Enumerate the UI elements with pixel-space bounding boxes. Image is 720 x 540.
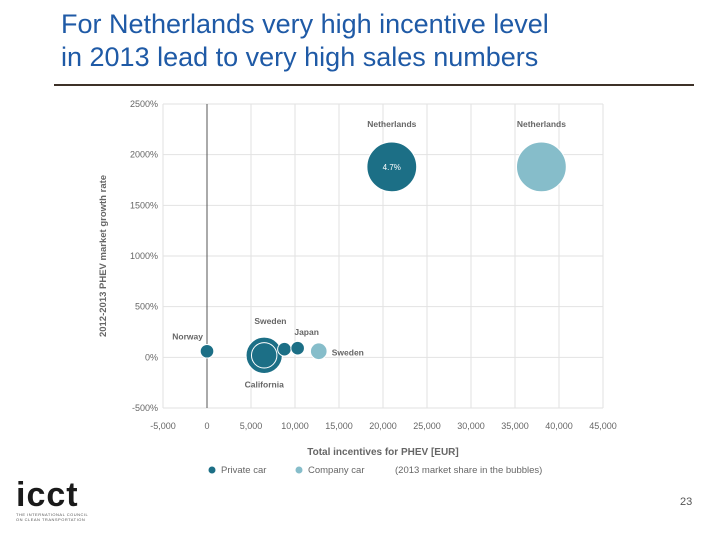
legend-dot-company bbox=[295, 466, 303, 474]
title-divider bbox=[54, 84, 694, 86]
x-tick-label: 5,000 bbox=[240, 421, 263, 431]
x-tick-label: 20,000 bbox=[369, 421, 397, 431]
bubble-company-car-sweden bbox=[309, 342, 328, 361]
x-tick-label: 45,000 bbox=[589, 421, 617, 431]
x-tick-label: -5,000 bbox=[150, 421, 176, 431]
y-tick-label: 1000% bbox=[130, 251, 158, 261]
logo-tagline-1: THE INTERNATIONAL COUNCIL bbox=[16, 512, 89, 517]
bubble-country-label: Sweden bbox=[254, 316, 286, 326]
bubble-country-label: Netherlands bbox=[517, 119, 566, 129]
y-tick-label: 2500% bbox=[130, 99, 158, 109]
y-tick-label: 0% bbox=[145, 352, 158, 362]
x-tick-label: 15,000 bbox=[325, 421, 353, 431]
legend-label-company: Company car bbox=[308, 465, 365, 476]
x-tick-label: 25,000 bbox=[413, 421, 441, 431]
bubble-country-label: Netherlands bbox=[367, 119, 416, 129]
page-number: 23 bbox=[680, 496, 693, 508]
slide-title-line-1: For Netherlands very high incentive leve… bbox=[61, 9, 549, 39]
bubble-private-car-norway bbox=[199, 343, 215, 359]
bubble-private-car-japan bbox=[290, 340, 305, 356]
legend-dot-private bbox=[208, 466, 216, 474]
y-axis-title: 2012-2013 PHEV market growth rate bbox=[98, 175, 109, 337]
bubble-value-label: 4.7% bbox=[383, 163, 401, 172]
bubble-private-car-sweden bbox=[277, 341, 292, 357]
bubble-country-label: Japan bbox=[294, 327, 319, 337]
y-tick-label: -500% bbox=[132, 403, 158, 413]
logo-tagline-2: ON CLEAN TRANSPORTATION bbox=[16, 517, 86, 522]
bubble-country-label: Norway bbox=[172, 331, 203, 341]
x-tick-label: 30,000 bbox=[457, 421, 485, 431]
icct-logo: icct THE INTERNATIONAL COUNCIL ON CLEAN … bbox=[16, 478, 96, 528]
slide-title: For Netherlands very high incentive leve… bbox=[61, 8, 701, 74]
y-tick-label: 500% bbox=[135, 302, 158, 312]
bubble-company-car-netherlands bbox=[516, 141, 567, 193]
logo-wordmark: icct bbox=[16, 478, 96, 512]
bubble-country-label: California bbox=[245, 379, 284, 389]
legend-note: (2013 market share in the bubbles) bbox=[395, 465, 542, 476]
x-tick-label: 35,000 bbox=[501, 421, 529, 431]
x-axis-title: Total incentives for PHEV [EUR] bbox=[307, 447, 459, 458]
y-tick-label: 2000% bbox=[130, 150, 158, 160]
slide-title-line-2: in 2013 lead to very high sales numbers bbox=[61, 42, 539, 72]
bubble-country-label: Sweden bbox=[332, 347, 364, 357]
logo-word-text: icct bbox=[16, 476, 79, 514]
x-tick-label: 10,000 bbox=[281, 421, 309, 431]
bubble-private-car-california bbox=[250, 342, 278, 369]
y-tick-label: 1500% bbox=[130, 200, 158, 210]
bubble-private-car-netherlands bbox=[366, 141, 418, 193]
legend-label-private: Private car bbox=[221, 465, 266, 476]
x-tick-label: 40,000 bbox=[545, 421, 573, 431]
x-tick-label: 0 bbox=[204, 421, 209, 431]
